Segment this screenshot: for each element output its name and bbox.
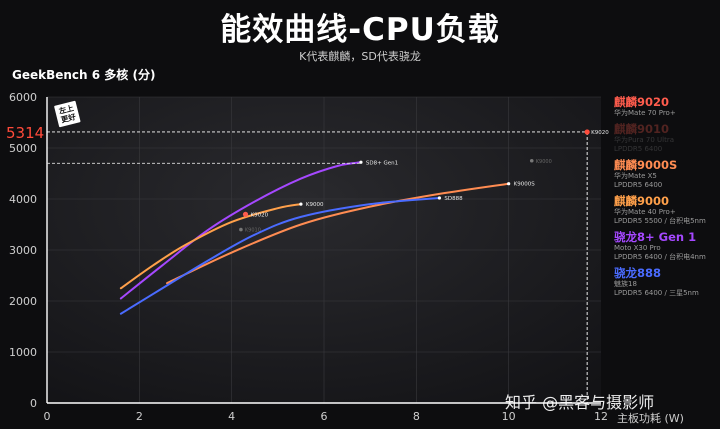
ghost-point-label: K9000	[536, 159, 552, 165]
y-tick-label: 2000	[9, 295, 37, 308]
legend-item: 麒麟9010 华为Pura 70 Ultra LPDDR5 6400	[614, 122, 720, 155]
highlight-value-label: 5314	[6, 124, 44, 142]
x-tick-label: 4	[228, 410, 235, 423]
legend-item-detail: LPDDR5 6400 / 台积电4nm	[614, 253, 706, 261]
series-end-label-sd888: SD888	[444, 196, 463, 202]
series-layer: K9000 K9010 SD8+ Gen1 K9000S SD888 K9000 K9020	[119, 158, 552, 315]
highlight-point-label: K9020	[591, 130, 609, 136]
legend-item: 骁龙8+ Gen 1 Moto X30 Pro LPDDR5 6400 / 台积电4…	[614, 230, 720, 263]
legend-item-detail: 魅族18	[614, 279, 637, 288]
legend-item: 骁龙888 魅族18 LPDDR5 6400 / 三星5nm	[614, 266, 720, 299]
y-tick-label: 0	[30, 397, 37, 410]
series-end-point-sd8plus	[359, 160, 363, 164]
x-tick-label: 12	[594, 410, 608, 423]
legend-item: 麒麟9000S 华为Mate X5 LPDDR5 6400	[614, 158, 720, 191]
legend-item-detail: 华为Mate 70 Pro+	[614, 109, 676, 117]
y-tick-label: 4000	[9, 193, 37, 206]
ghost-point	[529, 158, 534, 163]
y-tick-label: 5000	[9, 142, 37, 155]
y-tick-label: 3000	[9, 244, 37, 257]
series-end-label-sd8plus: SD8+ Gen1	[366, 160, 398, 166]
highlight-point	[584, 129, 590, 135]
legend-item-name: 麒麟9000S	[614, 157, 678, 172]
legend-item-detail: LPDDR5 6400 / 三星5nm	[614, 289, 699, 297]
page-subtitle: K代表麒麟，SD代表骁龙	[299, 50, 421, 63]
legend-item-detail: Moto X30 Pro	[614, 243, 661, 252]
series-end-point-k9000s	[507, 182, 511, 186]
legend-item-detail: LPDDR5 6400	[614, 145, 663, 153]
x-tick-label: 6	[321, 410, 328, 423]
legend-item-detail: 华为Mate 40 Pro+	[614, 207, 676, 216]
series-end-point-k9000	[299, 202, 303, 206]
watermark: 知乎 @黑客与摄影师	[505, 393, 655, 412]
legend-item-name: 骁龙888	[614, 265, 662, 280]
axes: 0 1000 2000 3000 4000 5000 6000 0 2 4 6 8 10 12 主板功耗 (…	[9, 91, 684, 425]
ghost-point	[239, 227, 243, 232]
better-badge-text: 更好	[60, 111, 77, 124]
series-end-label-k9020: K9020	[251, 212, 269, 218]
legend: 麒麟9020 华为Mate 70 Pro+ 麒麟9010 华为Pura 70 Ultr…	[614, 95, 720, 302]
better-badge-text: 左上	[57, 102, 75, 116]
legend-item-detail: 华为Pura 70 Ultra	[614, 135, 675, 144]
x-tick-label: 8	[413, 410, 420, 423]
legend-item-name: 麒麟9000	[614, 193, 670, 208]
series-line-k9000	[119, 203, 302, 290]
x-tick-label: 0	[44, 410, 51, 423]
series-end-label-k9000s: K9000S	[514, 182, 536, 188]
grid	[47, 96, 601, 403]
series-line-sd888	[119, 196, 441, 315]
y-tick-label: 1000	[9, 346, 37, 359]
series-end-point-k9020	[242, 211, 249, 217]
series-end-point-sd888	[437, 196, 442, 200]
series-line-sd8plus	[119, 161, 362, 300]
ghost-point-label: K9010	[245, 228, 261, 234]
legend-item-detail: LPDDR5 5500 / 台积电5nm	[614, 217, 706, 225]
series-line-k9000s	[166, 182, 510, 285]
x-tick-label: 2	[136, 410, 143, 423]
legend-item-name: 骁龙8+ Gen 1	[614, 229, 697, 244]
legend-item-name: 麒麟9010	[614, 121, 670, 136]
x-tick-label: 10	[502, 410, 516, 423]
legend-item-detail: LPDDR5 6400	[614, 181, 663, 189]
y-axis-title: GeekBench 6 多核 (分)	[12, 68, 156, 82]
x-axis-title: 主板功耗 (W)	[617, 411, 684, 425]
page-title: 能效曲线-CPU负载	[220, 12, 500, 48]
legend-item: 麒麟9020 华为Mate 70 Pro+	[614, 95, 720, 119]
legend-item-name: 麒麟9020	[614, 95, 670, 109]
series-end-label-k9000: K9000	[306, 202, 324, 208]
legend-item-detail: 华为Mate X5	[614, 171, 657, 180]
legend-item: 麒麟9000 华为Mate 40 Pro+ LPDDR5 5500 / 台积电5nm	[614, 194, 720, 227]
y-tick-label: 6000	[9, 91, 37, 104]
